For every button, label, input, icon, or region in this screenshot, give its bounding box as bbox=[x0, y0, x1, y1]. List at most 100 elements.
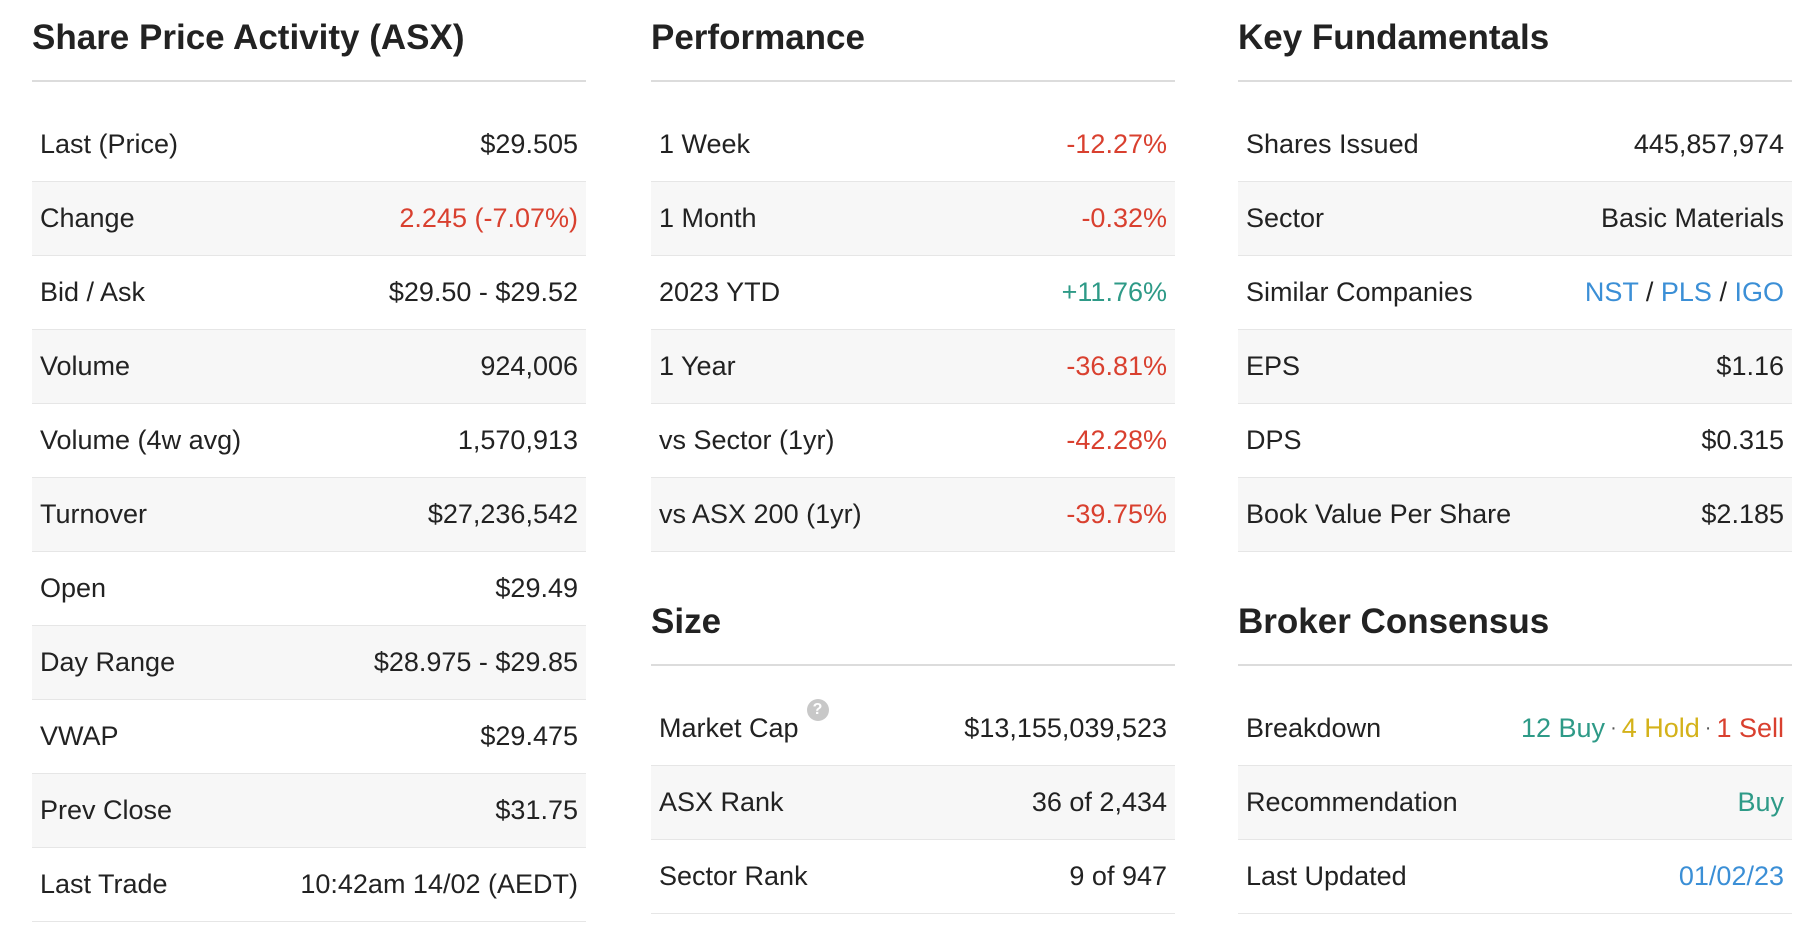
row-1-week: 1 Week -12.27% bbox=[651, 108, 1175, 182]
row-value: -12.27% bbox=[1066, 129, 1167, 159]
company-link-igo[interactable]: IGO bbox=[1734, 277, 1784, 307]
row-bid-ask: Bid / Ask $29.50 - $29.52 bbox=[32, 256, 586, 330]
row-label: 1 Year bbox=[659, 351, 736, 381]
row-label: Recommendation bbox=[1246, 787, 1458, 817]
size-table: Market Cap? $13,155,039,523 ASX Rank 36 … bbox=[651, 692, 1175, 914]
row-label: Day Range bbox=[40, 647, 176, 677]
row-breakdown: Breakdown 12 Buy · 4 Hold · 1 Sell bbox=[1238, 692, 1792, 766]
row-label: VWAP bbox=[40, 721, 119, 751]
row-ytd: 2023 YTD +11.76% bbox=[651, 256, 1175, 330]
row-label: Last Trade bbox=[40, 869, 168, 899]
row-label: Change bbox=[40, 203, 135, 233]
row-value: 1,570,913 bbox=[457, 425, 578, 455]
row-value: $29.50 - $29.52 bbox=[388, 277, 578, 307]
row-value: $31.75 bbox=[495, 795, 578, 825]
row-value: $13,155,039,523 bbox=[964, 713, 1167, 743]
row-volume: Volume 924,006 bbox=[32, 330, 586, 404]
row-turnover: Turnover $27,236,542 bbox=[32, 478, 586, 552]
performance-size-column: Performance 1 Week -12.27% 1 Month -0.32… bbox=[651, 0, 1175, 914]
row-label: Sector Rank bbox=[659, 861, 808, 891]
share-price-title: Share Price Activity (ASX) bbox=[32, 0, 586, 82]
row-label: EPS bbox=[1246, 351, 1301, 381]
help-icon[interactable]: ? bbox=[806, 699, 829, 721]
row-value: $29.49 bbox=[495, 573, 578, 603]
row-shares-issued: Shares Issued 445,857,974 bbox=[1238, 108, 1792, 182]
row-value: -0.32% bbox=[1081, 203, 1167, 233]
row-label: Breakdown bbox=[1246, 713, 1382, 743]
company-separator: / bbox=[1719, 277, 1727, 307]
row-label: Volume (4w avg) bbox=[40, 425, 242, 455]
row-value: +11.76% bbox=[1061, 277, 1167, 307]
row-label: Volume bbox=[40, 351, 131, 381]
row-value: 10:42am 14/02 (AEDT) bbox=[300, 869, 578, 899]
broker-section: Broker Consensus Breakdown 12 Buy · 4 Hold… bbox=[1238, 584, 1792, 914]
market-cap-label: Market Cap bbox=[659, 713, 799, 743]
row-sector-rank: Sector Rank 9 of 947 bbox=[651, 840, 1175, 914]
row-value: $27,236,542 bbox=[427, 499, 578, 529]
row-label: Last Updated bbox=[1246, 861, 1407, 891]
fundamentals-table: Shares Issued 445,857,974 Sector Basic M… bbox=[1238, 108, 1792, 552]
row-label: ASX Rank bbox=[659, 787, 784, 817]
company-link-nst[interactable]: NST bbox=[1584, 277, 1639, 307]
row-dps: DPS $0.315 bbox=[1238, 404, 1792, 478]
row-change: Change 2.245 (-7.07%) bbox=[32, 182, 586, 256]
row-label: Market Cap? bbox=[659, 699, 829, 744]
breakdown-separator: · bbox=[1610, 717, 1617, 739]
row-eps: EPS $1.16 bbox=[1238, 330, 1792, 404]
row-value: 445,857,974 bbox=[1633, 129, 1784, 159]
row-label: Prev Close bbox=[40, 795, 173, 825]
size-title: Size bbox=[651, 584, 1175, 666]
broker-title: Broker Consensus bbox=[1238, 584, 1792, 666]
fundamentals-section: Key Fundamentals Shares Issued 445,857,9… bbox=[1238, 0, 1792, 552]
company-separator: / bbox=[1645, 277, 1654, 307]
row-label: Shares Issued bbox=[1246, 129, 1419, 159]
row-last-updated: Last Updated 01/02/23 bbox=[1238, 840, 1792, 914]
performance-section: Performance 1 Week -12.27% 1 Month -0.32… bbox=[651, 0, 1175, 552]
row-asx-rank: ASX Rank 36 of 2,434 bbox=[651, 766, 1175, 840]
row-vs-sector: vs Sector (1yr) -42.28% bbox=[651, 404, 1175, 478]
row-recommendation: Recommendation Buy bbox=[1238, 766, 1792, 840]
row-value: 924,006 bbox=[480, 351, 578, 381]
row-value: $0.315 bbox=[1701, 425, 1784, 455]
fundamentals-broker-column: Key Fundamentals Shares Issued 445,857,9… bbox=[1238, 0, 1792, 914]
row-value: -39.75% bbox=[1066, 499, 1167, 529]
row-label: Sector bbox=[1246, 203, 1325, 233]
row-value: 36 of 2,434 bbox=[1031, 787, 1167, 817]
last-updated-link[interactable]: 01/02/23 bbox=[1678, 861, 1784, 891]
sell-count: 1 Sell bbox=[1716, 713, 1784, 743]
share-price-table: Last (Price) $29.505 Change 2.245 (-7.07… bbox=[32, 108, 586, 922]
row-1-month: 1 Month -0.32% bbox=[651, 182, 1175, 256]
recommendation-value: Buy bbox=[1737, 787, 1784, 817]
row-open: Open $29.49 bbox=[32, 552, 586, 626]
row-last-trade: Last Trade 10:42am 14/02 (AEDT) bbox=[32, 848, 586, 922]
hold-count: 4 Hold bbox=[1621, 713, 1700, 743]
row-value: $29.475 bbox=[480, 721, 578, 751]
row-day-range: Day Range $28.975 - $29.85 bbox=[32, 626, 586, 700]
broker-table: Breakdown 12 Buy · 4 Hold · 1 Sell Recommend… bbox=[1238, 692, 1792, 914]
row-value: $1.16 bbox=[1716, 351, 1784, 381]
breakdown-values: 12 Buy · 4 Hold · 1 Sell bbox=[1521, 713, 1784, 744]
performance-title: Performance bbox=[651, 0, 1175, 82]
row-label: 2023 YTD bbox=[659, 277, 781, 307]
row-label: Similar Companies bbox=[1246, 277, 1473, 307]
row-volume-4w-avg: Volume (4w avg) 1,570,913 bbox=[32, 404, 586, 478]
row-value: Basic Materials bbox=[1600, 203, 1784, 233]
row-label: DPS bbox=[1246, 425, 1302, 455]
row-label: Open bbox=[40, 573, 107, 603]
row-book-value: Book Value Per Share $2.185 bbox=[1238, 478, 1792, 552]
row-value: $28.975 - $29.85 bbox=[373, 647, 578, 677]
row-last-price: Last (Price) $29.505 bbox=[32, 108, 586, 182]
row-value: $29.505 bbox=[480, 129, 578, 159]
share-price-section: Share Price Activity (ASX) Last (Price) … bbox=[32, 0, 586, 922]
row-value: -36.81% bbox=[1066, 351, 1167, 381]
row-label: Bid / Ask bbox=[40, 277, 146, 307]
company-link-pls[interactable]: PLS bbox=[1660, 277, 1712, 307]
row-vwap: VWAP $29.475 bbox=[32, 700, 586, 774]
row-value: $2.185 bbox=[1701, 499, 1784, 529]
row-label: 1 Week bbox=[659, 129, 751, 159]
row-label: Last (Price) bbox=[40, 129, 179, 159]
performance-table: 1 Week -12.27% 1 Month -0.32% 2023 YTD +… bbox=[651, 108, 1175, 552]
row-label: Turnover bbox=[40, 499, 148, 529]
row-label: 1 Month bbox=[659, 203, 757, 233]
row-vs-asx200: vs ASX 200 (1yr) -39.75% bbox=[651, 478, 1175, 552]
